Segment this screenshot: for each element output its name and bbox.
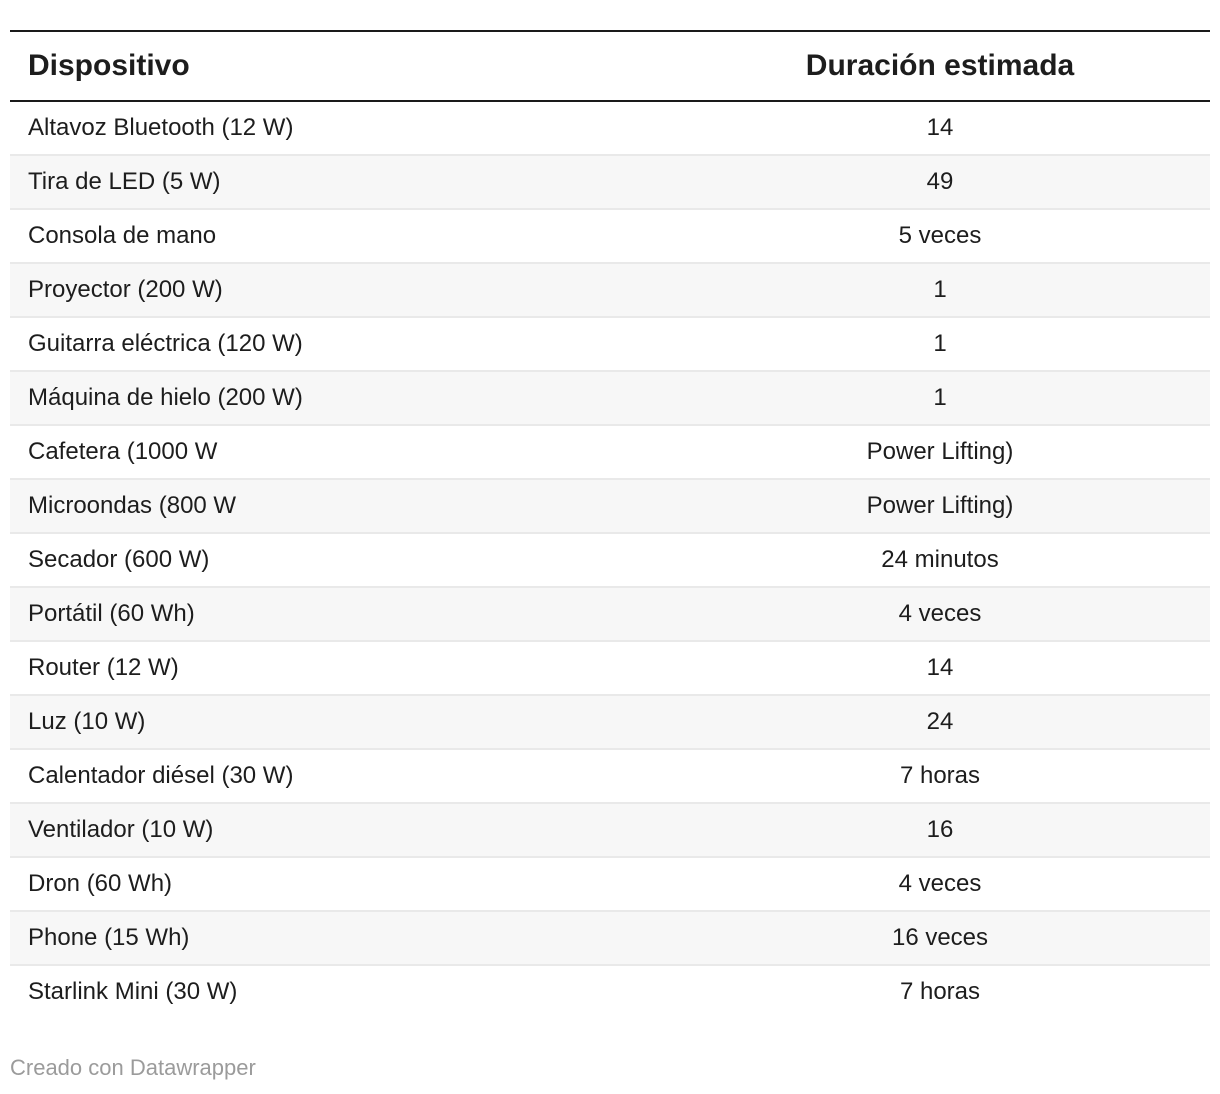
table-row: Luz (10 W) 24 [10, 695, 1210, 749]
duration-cell: 49 [926, 168, 954, 195]
duration-cell: 14 [926, 654, 954, 681]
device-cell: Proyector (200 W) [28, 276, 223, 303]
device-cell: Cafetera (1000 W [28, 438, 218, 465]
table-row: Ventilador (10 W) 16 [10, 803, 1210, 857]
device-cell: Máquina de hielo (200 W) [28, 384, 303, 411]
duration-cell: 24 [926, 708, 954, 735]
duration-cell: 1 [933, 384, 947, 411]
duration-cell: 24 minutos [881, 546, 999, 573]
device-cell: Secador (600 W) [28, 546, 210, 573]
table-row: Máquina de hielo (200 W) 1 [10, 371, 1210, 425]
table-body: Altavoz Bluetooth (12 W) 14 Tira de LED (5… [10, 101, 1210, 1018]
duration-cell: 4 veces [898, 870, 982, 897]
table-row: Altavoz Bluetooth (12 W) 14 [10, 101, 1210, 155]
device-cell: Ventilador (10 W) [28, 816, 214, 843]
table-row: Guitarra eléctrica (120 W) 1 [10, 317, 1210, 371]
table-row: Portátil (60 Wh) 4 veces [10, 587, 1210, 641]
duration-cell: 16 veces [891, 924, 989, 951]
header-row: Dispositivo Duración estimada [10, 31, 1210, 102]
table-row: Consola de mano 5 veces [10, 209, 1210, 263]
device-cell: Starlink Mini (30 W) [28, 978, 238, 1005]
device-cell: Portátil (60 Wh) [28, 600, 195, 627]
duration-cell: 5 veces [898, 222, 982, 249]
device-cell: Guitarra eléctrica (120 W) [28, 330, 303, 357]
table-row: Phone (15 Wh) 16 veces [10, 911, 1210, 965]
duration-cell: 7 horas [899, 762, 981, 789]
device-cell: Router (12 W) [28, 654, 179, 681]
duration-cell: 1 [933, 330, 947, 357]
duration-cell: Power Lifting) [866, 492, 1014, 519]
datawrapper-credit-link[interactable]: Creado con Datawrapper [10, 1055, 256, 1080]
table-row: Microondas (800 W Power Lifting) [10, 479, 1210, 533]
duration-cell: 7 horas [899, 978, 981, 1005]
duration-cell: 4 veces [898, 600, 982, 627]
device-cell: Calentador diésel (30 W) [28, 762, 294, 789]
table-row: Proyector (200 W) 1 [10, 263, 1210, 317]
table-row: Secador (600 W) 24 minutos [10, 533, 1210, 587]
table-row: Router (12 W) 14 [10, 641, 1210, 695]
duration-cell: 1 [933, 276, 947, 303]
table-row: Dron (60 Wh) 4 veces [10, 857, 1210, 911]
table-row: Cafetera (1000 W Power Lifting) [10, 425, 1210, 479]
device-cell: Tira de LED (5 W) [28, 168, 221, 195]
table-row: Tira de LED (5 W) 49 [10, 155, 1210, 209]
duration-cell: 14 [926, 114, 954, 141]
column-header-dispositivo: Dispositivo [10, 31, 670, 102]
device-cell: Altavoz Bluetooth (12 W) [28, 114, 294, 141]
device-cell: Phone (15 Wh) [28, 924, 190, 951]
data-table: Dispositivo Duración estimada Altavoz Bl… [10, 30, 1210, 1018]
duration-cell: Power Lifting) [866, 438, 1014, 465]
table-row: Calentador diésel (30 W) 7 horas [10, 749, 1210, 803]
table-row: Starlink Mini (30 W) 7 horas [10, 965, 1210, 1018]
device-cell: Consola de mano [28, 222, 217, 249]
duration-cell: 16 [926, 816, 954, 843]
device-cell: Luz (10 W) [28, 708, 146, 735]
device-cell: Dron (60 Wh) [28, 870, 173, 897]
column-header-duracion-estimada: Duración estimada [670, 31, 1210, 102]
device-cell: Microondas (800 W [28, 492, 237, 519]
